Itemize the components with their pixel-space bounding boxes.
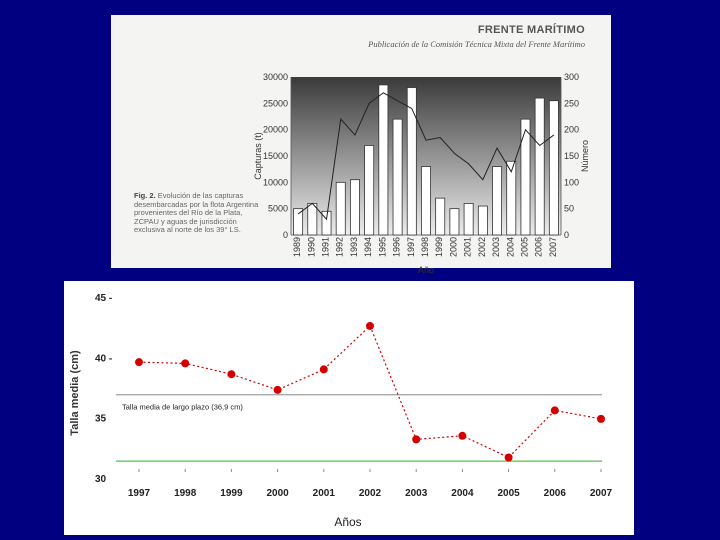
reference-line-label: Talla media de largo plazo (36,9 cm) — [122, 403, 243, 412]
figure-caption-text: Evolución de las capturas desembarcadas … — [134, 191, 259, 235]
y-tick-label: 40 - — [95, 353, 112, 364]
capture-bar — [293, 208, 304, 236]
boats-line — [297, 92, 555, 221]
y-axis-label: Capturas (t) — [253, 132, 263, 180]
x-tick-label: 1997 — [406, 237, 416, 257]
x-tick-label: 2000 — [266, 488, 289, 499]
x-tick-label: 2000 — [448, 237, 458, 257]
capture-bar — [520, 118, 531, 236]
mean-length-point — [135, 358, 143, 367]
capture-bar — [477, 205, 488, 236]
catch-chart: 0 5000 10000 15000 20000 25000 30000 0 50 100 150 2… — [253, 72, 590, 275]
y2-tick-label: 250 — [564, 98, 579, 108]
x-tick-label: 2006 — [544, 488, 567, 499]
x-tick-label: 2004 — [451, 488, 474, 499]
y-tick-label: 30 — [95, 474, 107, 485]
x-tick-label: 2007 — [548, 237, 558, 257]
mean-length-point — [504, 453, 513, 462]
capture-bar — [364, 145, 375, 236]
y2-tick-label: 50 — [564, 204, 574, 214]
capture-bar — [449, 208, 460, 236]
mean-length-point — [458, 431, 467, 440]
x-tick-label: 1996 — [392, 237, 402, 257]
mean-length-chart: Talla media (cm) 30 35 40 - 45 - Talla media … — [69, 293, 613, 529]
capture-bar — [435, 197, 446, 236]
x-axis-label: Año — [418, 265, 434, 275]
x-tick-label: 1995 — [377, 237, 387, 257]
mean-length-line — [138, 324, 602, 459]
mean-length-panel: Talla media (cm) 30 35 40 - 45 - Talla media … — [64, 281, 634, 535]
y2-tick-label: 100 — [564, 177, 579, 187]
capture-bar — [378, 84, 389, 236]
x-tick-label: 2003 — [491, 237, 501, 257]
figure-caption-label: Fig. 2. — [134, 191, 156, 200]
publication-subtitle: Publicación de la Comisión Técnica Mixta… — [368, 39, 585, 49]
capture-bar — [392, 118, 403, 236]
mean-length-point — [366, 321, 374, 330]
x-tick-label: 1997 — [128, 488, 151, 499]
capture-bar — [463, 202, 474, 236]
x-tick-label: 2007 — [590, 488, 613, 499]
publication-title: FRENTE MARÍTIMO — [477, 24, 585, 36]
x-tick-label: 1994 — [363, 237, 373, 257]
capture-bar — [506, 160, 517, 236]
mean-length-point — [273, 385, 282, 394]
x-tick-label: 1990 — [306, 237, 316, 257]
x-tick-label: 1998 — [420, 237, 430, 257]
y-tick-label: 10000 — [263, 177, 288, 187]
x-tick-label: 1993 — [349, 237, 359, 257]
capture-bar — [321, 210, 332, 236]
x-tick-label: 1998 — [174, 488, 197, 499]
x-axis-label: Años — [334, 515, 361, 529]
y-tick-label: 15000 — [263, 151, 288, 161]
capture-bar — [307, 202, 318, 236]
x-tick-label: 1999 — [220, 488, 243, 499]
capture-bar — [548, 100, 559, 236]
x-tick-label: 1992 — [335, 237, 345, 257]
y2-tick-label: 200 — [564, 125, 579, 135]
x-tick-label: 1999 — [434, 237, 444, 257]
capture-bar — [492, 166, 503, 236]
x-tick-label: 2003 — [405, 488, 428, 499]
y-tick-label: 0 — [283, 230, 288, 240]
capture-bar — [350, 179, 360, 236]
x-tick-label: 2002 — [477, 237, 487, 257]
y-tick-label: 20000 — [263, 125, 288, 135]
y-axis-label: Talla media (cm) — [69, 350, 81, 436]
publication-figure: FRENTE MARÍTIMO Publicación de la Comisi… — [111, 15, 611, 275]
mean-length-point — [550, 406, 559, 415]
x-tick-label: 1989 — [292, 237, 302, 257]
y2-axis-label: Número — [580, 140, 590, 172]
y-tick-label: 25000 — [263, 98, 288, 108]
y-tick-label: 45 - — [95, 293, 112, 304]
y-tick-label: 30000 — [263, 72, 288, 82]
y2-tick-label: 0 — [564, 230, 569, 240]
capture-bar — [335, 181, 346, 236]
y2-tick-label: 300 — [564, 72, 579, 82]
mean-length-point — [227, 370, 236, 379]
x-tick-label: 2002 — [359, 488, 382, 499]
figure-caption: Fig. 2. Evolución de las capturas desemb… — [134, 191, 262, 235]
x-tick-label: 1991 — [321, 237, 331, 257]
x-tick-label: 2006 — [534, 237, 544, 257]
y-tick-label: 5000 — [268, 204, 288, 214]
x-tick-label: 2005 — [519, 237, 529, 257]
x-tick-label: 2004 — [505, 237, 515, 257]
mean-length-point — [597, 414, 605, 423]
x-tick-label: 2001 — [313, 488, 336, 499]
y-tick-label: 35 — [95, 414, 107, 425]
y2-tick-label: 150 — [564, 151, 579, 161]
mean-length-point — [319, 365, 328, 374]
mean-length-point — [412, 435, 421, 444]
capture-bar — [406, 87, 417, 236]
x-tick-label: 2001 — [463, 237, 473, 257]
capture-bar — [421, 166, 431, 236]
capture-bar — [534, 97, 545, 236]
x-tick-label: 2005 — [497, 488, 520, 499]
mean-length-point — [181, 359, 190, 368]
